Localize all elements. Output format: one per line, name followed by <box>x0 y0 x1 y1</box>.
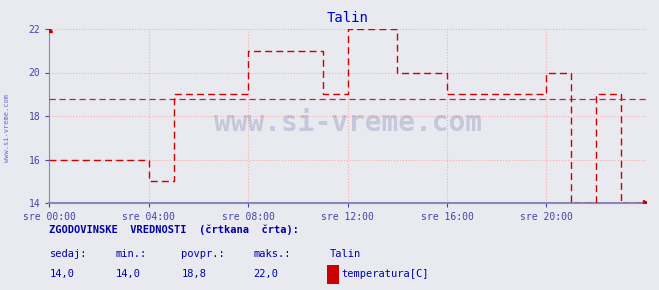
Text: 14,0: 14,0 <box>115 269 140 279</box>
Text: maks.:: maks.: <box>254 249 291 259</box>
Text: www.si-vreme.com: www.si-vreme.com <box>3 94 10 162</box>
Text: sedaj:: sedaj: <box>49 249 87 259</box>
Text: min.:: min.: <box>115 249 146 259</box>
Title: Talin: Talin <box>327 11 368 25</box>
Text: 14,0: 14,0 <box>49 269 74 279</box>
Text: temperatura[C]: temperatura[C] <box>341 269 429 279</box>
Text: ZGODOVINSKE  VREDNOSTI  (črtkana  črta):: ZGODOVINSKE VREDNOSTI (črtkana črta): <box>49 225 299 235</box>
Text: Talin: Talin <box>330 249 360 259</box>
Text: www.si-vreme.com: www.si-vreme.com <box>214 109 482 137</box>
Text: 18,8: 18,8 <box>181 269 206 279</box>
Text: povpr.:: povpr.: <box>181 249 225 259</box>
Text: 22,0: 22,0 <box>254 269 279 279</box>
